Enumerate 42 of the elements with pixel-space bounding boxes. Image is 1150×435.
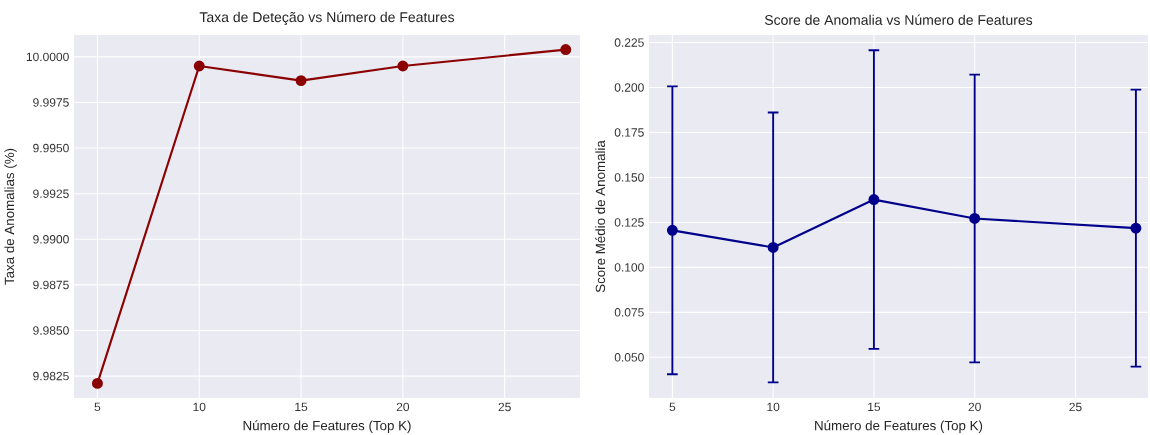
x-tick-label: 25 bbox=[1069, 402, 1082, 412]
point bbox=[397, 60, 409, 72]
x-axis-title: Número de Features (Top K) bbox=[243, 420, 411, 433]
point bbox=[560, 44, 572, 56]
y-tick-label: 0.225 bbox=[614, 38, 644, 47]
x-tick-label: 15 bbox=[295, 402, 308, 412]
y-tick-label: 0.075 bbox=[614, 308, 644, 317]
y-tick-label: 9.9875 bbox=[33, 280, 69, 290]
x-axis-title: Número de Features (Top K) bbox=[815, 420, 983, 433]
x-tick-label: 5 bbox=[669, 402, 676, 412]
y-tick-label: 0.050 bbox=[614, 353, 644, 362]
y-tick-label: 0.150 bbox=[614, 173, 644, 182]
y-tick-label: 9.9850 bbox=[33, 326, 69, 335]
y-tick-label: 0.200 bbox=[614, 83, 644, 92]
chart-title: Taxa de Deteção vs Número de Features bbox=[199, 11, 455, 25]
y-tick-label: 0.100 bbox=[614, 263, 644, 272]
x-tick-label: 20 bbox=[968, 402, 981, 412]
x-tick-label: 5 bbox=[94, 402, 101, 412]
x-tick-label: 25 bbox=[498, 402, 511, 412]
y-tick-label: 0.175 bbox=[614, 128, 644, 137]
chart-title: Score de Anomalia vs Número de Features bbox=[764, 14, 1033, 25]
point bbox=[666, 224, 678, 236]
point bbox=[868, 194, 880, 206]
y-tick-label: 9.9925 bbox=[33, 189, 69, 198]
x-tick-label: 20 bbox=[396, 402, 410, 412]
point bbox=[91, 377, 103, 389]
y-tick-label: 9.9975 bbox=[33, 98, 69, 107]
point bbox=[969, 213, 981, 224]
y-tick-label: 9.9900 bbox=[33, 235, 69, 244]
point bbox=[193, 60, 205, 72]
point bbox=[295, 75, 307, 87]
y-tick-label: 9.9950 bbox=[33, 143, 69, 153]
y-tick-label: 10.0000 bbox=[26, 52, 69, 62]
y-axis-title: Taxa de Anomalias (%) bbox=[4, 148, 17, 285]
point bbox=[767, 241, 779, 253]
x-tick-label: 10 bbox=[767, 402, 780, 412]
y-tick-label: 9.9825 bbox=[33, 371, 69, 381]
point bbox=[1130, 222, 1142, 234]
x-tick-label: 10 bbox=[193, 402, 206, 412]
x-tick-label: 15 bbox=[868, 402, 881, 412]
y-tick-label: 0.125 bbox=[614, 218, 644, 227]
y-axis-title: Score Médio de Anomalia bbox=[595, 140, 606, 293]
